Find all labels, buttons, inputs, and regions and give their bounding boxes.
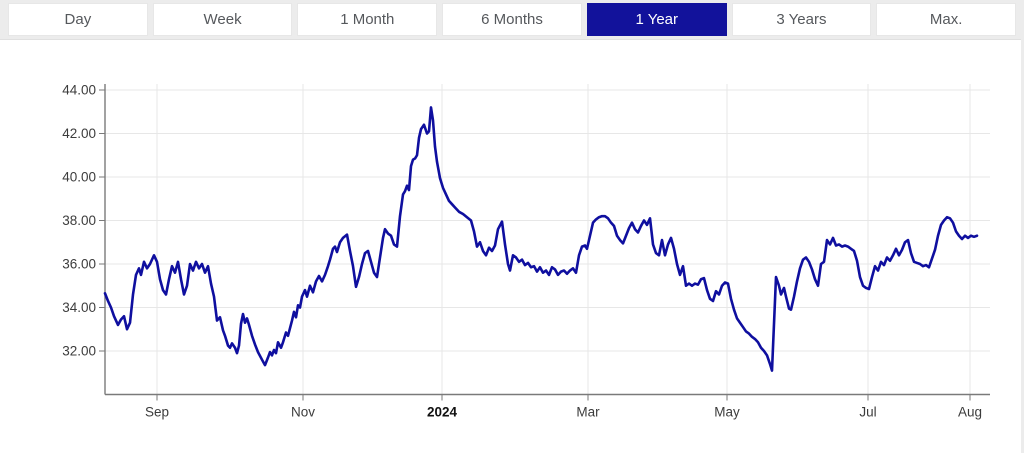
- gridlines: [105, 84, 990, 395]
- tab-6-months[interactable]: 6 Months: [442, 3, 582, 36]
- y-tick-label: 32.00: [62, 344, 96, 359]
- y-tick-label: 42.00: [62, 126, 96, 141]
- tab-week[interactable]: Week: [152, 3, 293, 36]
- x-tick-label: Sep: [145, 405, 169, 420]
- tab-1-month[interactable]: 1 Month: [297, 3, 438, 36]
- price-chart[interactable]: 44.00 42.00 40.00 38.00 36.00 34.00 32.00 Sep No…: [0, 41, 1024, 453]
- page-right-edge: [1021, 0, 1024, 453]
- price-series-line: [103, 106, 979, 372]
- x-tick-label: May: [714, 405, 740, 420]
- axes: [99, 84, 990, 401]
- x-tick-label: 2024: [427, 405, 458, 420]
- x-tick-label: Jul: [859, 405, 876, 420]
- y-tick-label: 38.00: [62, 213, 96, 228]
- x-tick-label: Mar: [576, 405, 600, 420]
- y-tick-label: 44.00: [62, 83, 96, 98]
- x-tick-label: Aug: [958, 405, 982, 420]
- y-tick-label: 40.00: [62, 170, 96, 185]
- tab-max[interactable]: Max.: [876, 3, 1017, 36]
- time-range-tabbar: Day Week 1 Month 6 Months 1 Year 3 Years…: [0, 0, 1024, 40]
- y-tick-label: 34.00: [62, 300, 96, 315]
- price-line-chart-svg[interactable]: 44.00 42.00 40.00 38.00 36.00 34.00 32.00 Sep No…: [0, 41, 1024, 453]
- tab-day[interactable]: Day: [8, 3, 148, 36]
- x-tick-label: Nov: [291, 405, 315, 420]
- y-tick-label: 36.00: [62, 257, 96, 272]
- axis-labels: 44.00 42.00 40.00 38.00 36.00 34.00 32.00 Sep No…: [62, 83, 982, 420]
- tab-3-years[interactable]: 3 Years: [731, 3, 872, 36]
- tab-1-year[interactable]: 1 Year: [586, 3, 727, 36]
